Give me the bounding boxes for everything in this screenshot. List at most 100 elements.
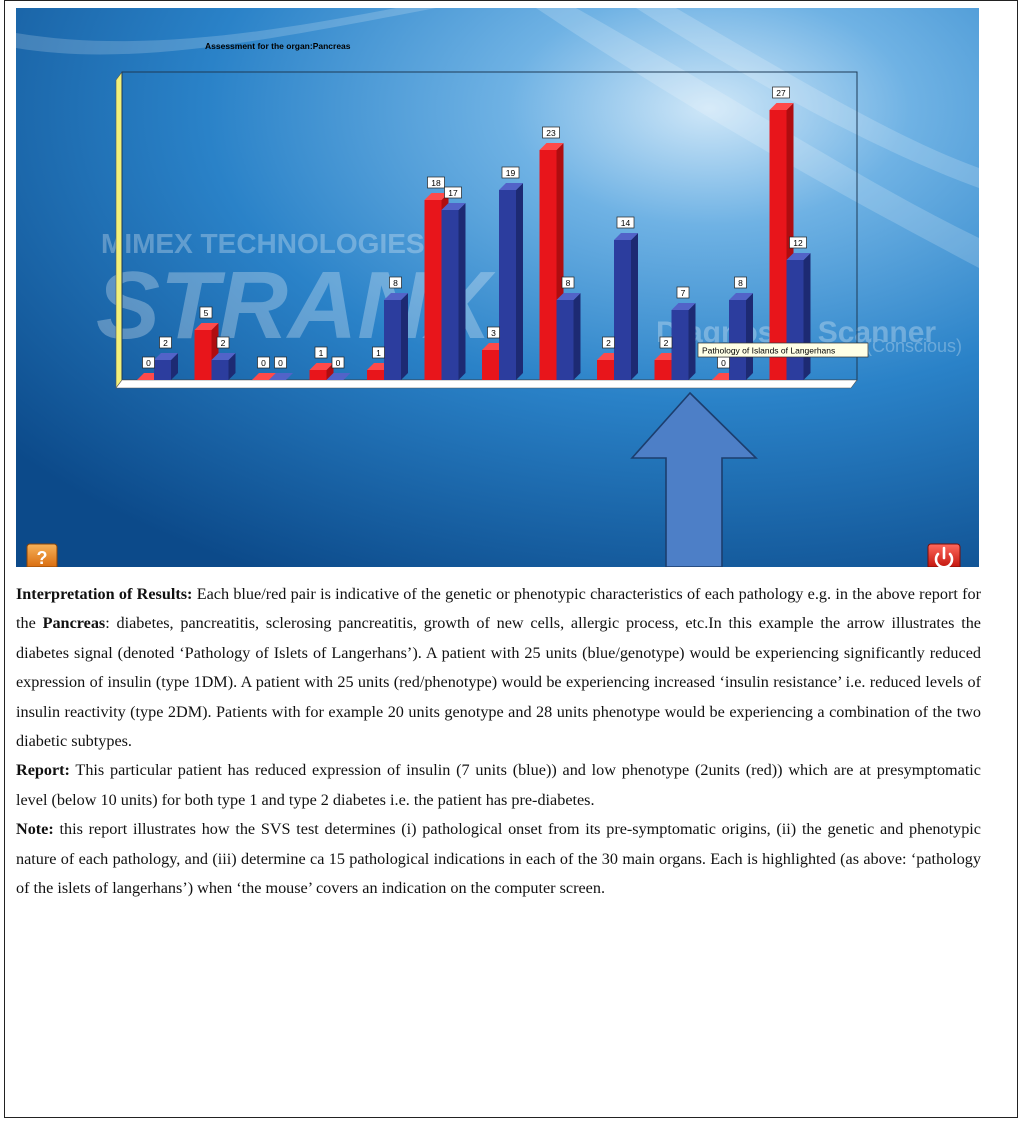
value-label-text: 2 xyxy=(163,338,168,348)
tooltip-box xyxy=(697,342,869,358)
value-label-blue-6: 17 xyxy=(444,186,462,199)
value-label-box xyxy=(444,186,462,199)
bar-side xyxy=(688,303,696,380)
value-label-red-11: 0 xyxy=(717,356,730,369)
value-label-red-7: 3 xyxy=(487,326,500,339)
value-label-text: 18 xyxy=(431,178,441,188)
background xyxy=(16,8,979,567)
value-label-text: 1 xyxy=(319,348,324,358)
bar-top xyxy=(326,373,351,380)
value-label-red-10: 2 xyxy=(659,336,673,349)
value-label-text: 7 xyxy=(681,288,686,298)
power-button[interactable] xyxy=(927,543,961,567)
chart-svg: MIMEX TECHNOLOGIES STRANX Diagnostic Sca… xyxy=(16,8,979,567)
value-label-box xyxy=(427,176,445,189)
value-label-text: 0 xyxy=(261,358,266,368)
tooltip-text: Pathology of Islands of Langerhans xyxy=(702,346,835,356)
bar-blue-12 xyxy=(786,253,811,380)
help-icon[interactable] xyxy=(26,543,58,567)
value-label-blue-1: 2 xyxy=(159,336,172,349)
bar-front xyxy=(597,360,614,380)
value-label-red-3: 0 xyxy=(257,356,270,369)
bar-front xyxy=(671,310,689,380)
bar-front xyxy=(309,370,327,380)
bar-side xyxy=(228,353,236,380)
value-label-text: 8 xyxy=(738,278,743,288)
value-label-box xyxy=(659,336,673,349)
bar-front xyxy=(154,360,171,380)
bar-front xyxy=(367,370,384,380)
bar-front xyxy=(482,350,499,380)
bar-side xyxy=(401,293,408,380)
bar-top xyxy=(211,353,236,360)
value-label-text: 3 xyxy=(491,328,496,338)
bar-front xyxy=(211,360,229,380)
bar-front xyxy=(769,110,787,380)
value-label-text: 0 xyxy=(278,358,283,368)
bar-front xyxy=(384,300,401,380)
floor xyxy=(115,379,858,389)
power-symbol-arc xyxy=(934,552,954,567)
bar-front xyxy=(194,330,212,380)
value-label-box xyxy=(314,346,328,359)
value-label-blue-11: 8 xyxy=(734,276,747,289)
value-label-text: 17 xyxy=(448,188,458,198)
value-label-blue-7: 19 xyxy=(501,166,520,179)
note-paragraph: Note: this report illustrates how the SV… xyxy=(16,815,981,903)
explanation-text: Interpretation of Results: Each blue/red… xyxy=(16,580,981,903)
note-heading: Note: xyxy=(16,820,54,839)
report-heading: Report: xyxy=(16,761,70,780)
back-wall xyxy=(115,71,123,389)
report-paragraph: Report: This particular patient has redu… xyxy=(16,756,981,815)
value-label-box xyxy=(734,276,747,289)
value-label-box xyxy=(142,356,155,369)
bar-blue-3 xyxy=(269,373,293,381)
bar-top xyxy=(786,253,811,260)
note-body: this report illustrates how the SVS test… xyxy=(16,820,981,898)
bar-blue-2 xyxy=(211,353,236,380)
bar-top xyxy=(194,323,219,330)
value-label-blue-4: 0 xyxy=(331,356,345,369)
light-streaks xyxy=(16,8,979,268)
bar-top xyxy=(614,233,638,240)
value-label-box xyxy=(257,356,270,369)
bar-top xyxy=(252,373,276,380)
up-arrow-icon xyxy=(630,391,758,567)
value-label-red-1: 0 xyxy=(142,356,155,369)
watermark-line1: MIMEX TECHNOLOGIES xyxy=(101,228,425,259)
bar-side xyxy=(631,233,638,380)
bar-blue-11 xyxy=(729,293,753,380)
watermark-line4: (Conscious) xyxy=(866,336,962,356)
report-body: This particular patient has reduced expr… xyxy=(16,761,981,809)
tooltip: Pathology of Islands of Langerhans xyxy=(697,342,869,358)
value-label-red-6: 18 xyxy=(427,176,445,189)
value-label-red-9: 2 xyxy=(602,336,615,349)
value-label-blue-3: 0 xyxy=(274,356,287,369)
bar-blue-10 xyxy=(671,303,696,380)
bar-blue-4 xyxy=(326,373,351,381)
bars xyxy=(137,103,811,381)
value-label-text: 12 xyxy=(793,238,803,248)
value-label-text: 19 xyxy=(506,168,516,178)
value-label-text: 2 xyxy=(221,338,226,348)
bar-front xyxy=(654,360,672,380)
bar-blue-7 xyxy=(499,183,523,380)
value-label-blue-2: 2 xyxy=(216,336,230,349)
value-label-box xyxy=(501,166,520,179)
interpretation-part2: : diabetes, pancreatitis, sclerosing pan… xyxy=(16,614,981,751)
bar-blue-6 xyxy=(441,203,466,380)
help-label: ? xyxy=(37,548,48,567)
value-label-text: 2 xyxy=(606,338,611,348)
bar-side xyxy=(516,183,523,380)
value-label-text: 8 xyxy=(566,278,571,288)
value-label-text: 0 xyxy=(721,358,726,368)
bar-blue-9 xyxy=(614,233,638,380)
help-button[interactable]: ? xyxy=(26,543,58,567)
value-label-blue-9: 14 xyxy=(616,216,635,229)
value-label-text: 8 xyxy=(393,278,398,288)
value-label-text: 27 xyxy=(776,88,786,98)
value-label-box xyxy=(159,336,172,349)
bar-front xyxy=(441,210,459,380)
app-screenshot: MIMEX TECHNOLOGIES STRANX Diagnostic Sca… xyxy=(16,8,979,567)
bar-top xyxy=(441,203,466,210)
